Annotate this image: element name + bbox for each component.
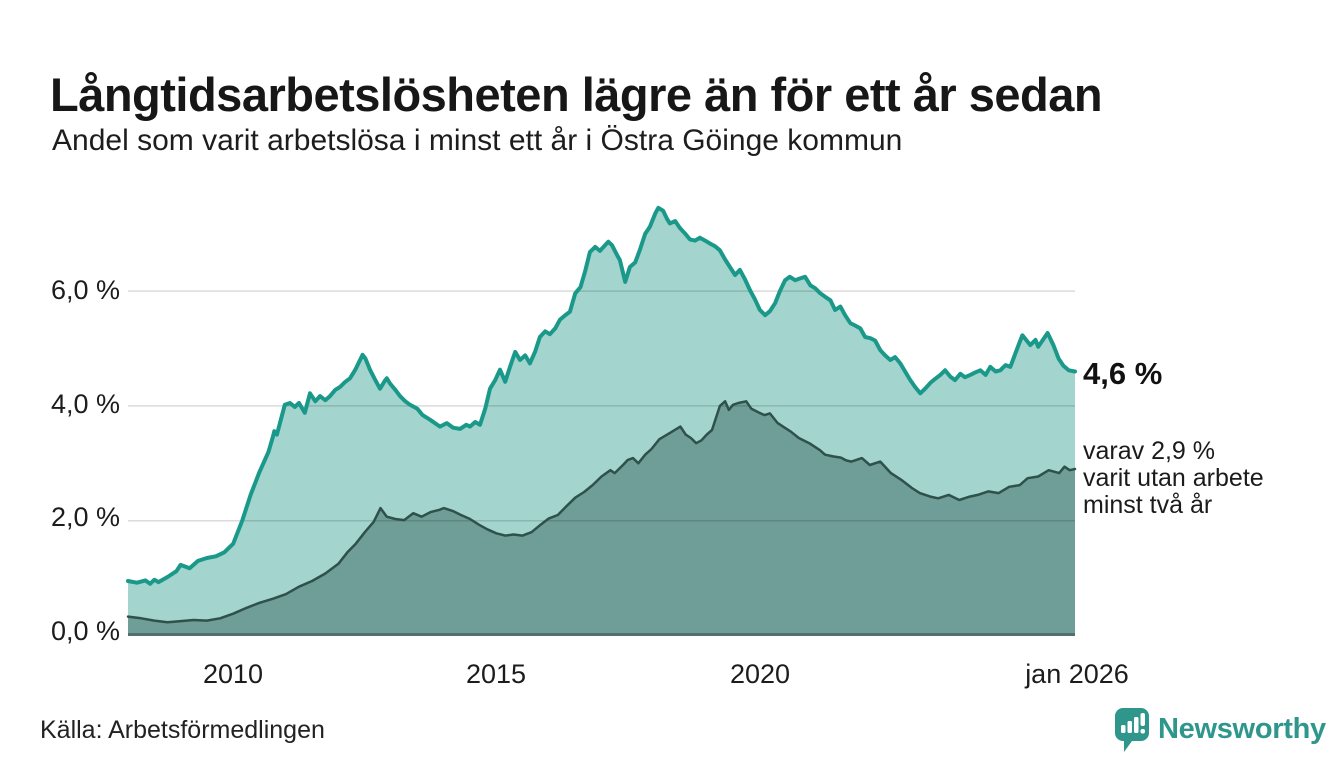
- newsworthy-logo-icon: [1115, 708, 1149, 752]
- x-tick-2015: 2015: [465, 659, 527, 689]
- chart-subtitle: Andel som varit arbetslösa i minst ett å…: [52, 124, 903, 157]
- area-fill-series-2: [128, 401, 1075, 636]
- series1-end-value-label: 4,6 %: [1083, 356, 1163, 391]
- line-series-2: [126, 400, 1077, 624]
- x-tick-jan-2026: jan 2026: [1025, 659, 1129, 689]
- page-title: Långtidsarbetslösheten lägre än för ett …: [50, 68, 1103, 122]
- x-tick-2010: 2010: [202, 659, 264, 689]
- source-credit: Källa: Arbetsförmedlingen: [40, 716, 325, 744]
- x-tick-2020: 2020: [729, 659, 791, 689]
- annotation-line-2: varit utan arbete: [1083, 464, 1264, 492]
- series2-end-annotation: varav 2,9 % varit utan arbete minst två …: [1083, 438, 1264, 519]
- newsworthy-logo-text: Newsworthy: [1158, 713, 1326, 745]
- y-tick-4: 4,0 %: [50, 389, 120, 419]
- annotation-line-1: varav 2,9 %: [1083, 437, 1216, 465]
- annotation-line-3: minst två år: [1083, 491, 1213, 519]
- line-series-1: [126, 205, 1077, 586]
- y-tick-2: 2,0 %: [50, 502, 120, 532]
- y-tick-6: 6,0 %: [50, 275, 120, 305]
- y-tick-0: 0,0 %: [50, 616, 120, 646]
